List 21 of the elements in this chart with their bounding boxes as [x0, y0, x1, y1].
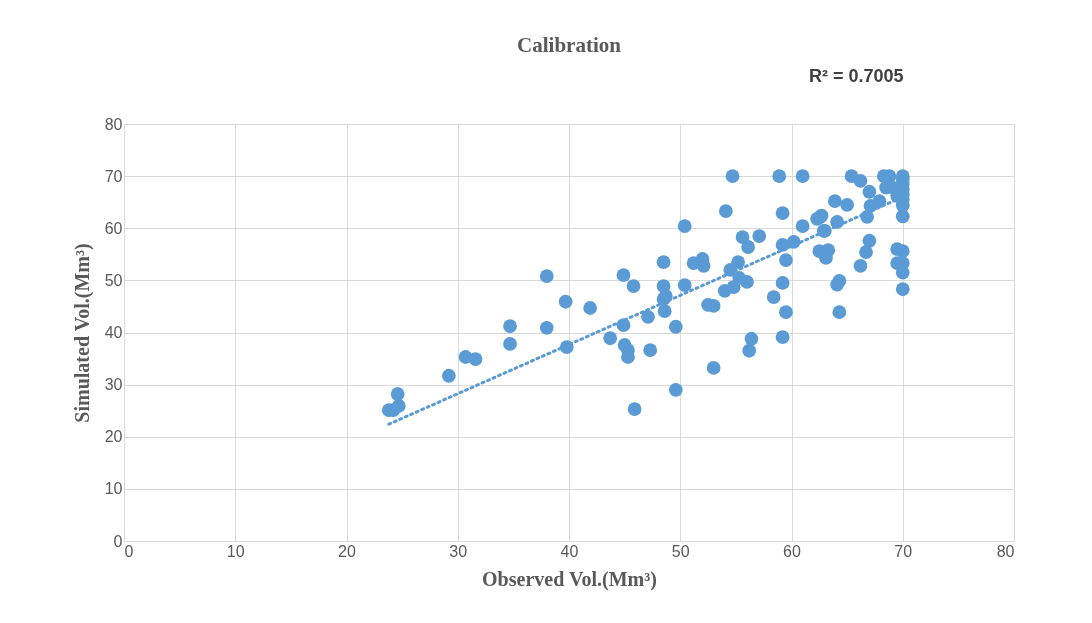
text: R² = 0.7005 — [809, 66, 904, 86]
y-tick-label: 20 — [104, 428, 123, 446]
x-tick-label: 30 — [449, 542, 468, 560]
x-tick-label: 10 — [226, 542, 245, 560]
y-tick-label: 30 — [104, 376, 123, 394]
y-tick-label: 40 — [104, 324, 123, 341]
x-tick-label: 70 — [894, 542, 913, 560]
x-tick-label: 60 — [783, 542, 801, 560]
x-tick-label: 50 — [671, 542, 690, 560]
y-tick-label: 80 — [104, 115, 123, 133]
y-axis-title: Simulated Vol.(Mm³) — [70, 243, 94, 423]
y-tick-label: 70 — [104, 167, 123, 185]
x-axis-title: Observed Vol.(Mm³) — [482, 567, 657, 591]
x-tick-label: 20 — [338, 542, 356, 560]
x-tick-label: 40 — [560, 542, 579, 560]
y-tick-label: 50 — [104, 271, 123, 289]
chart-title: Calibration — [517, 33, 622, 57]
x-tick-label: 80 — [996, 542, 1015, 560]
y-tick-label: 10 — [104, 480, 123, 498]
x-tick-label: 0 — [124, 542, 134, 560]
y-tick-label: 60 — [104, 219, 123, 237]
